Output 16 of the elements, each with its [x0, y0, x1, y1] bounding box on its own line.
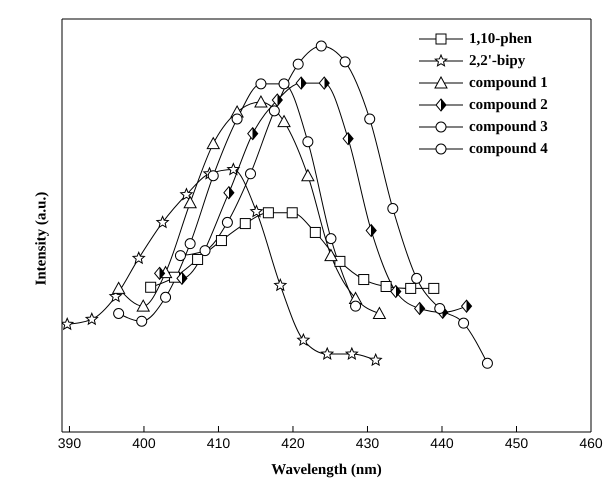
legend-label: compound 3: [469, 118, 548, 136]
y-axis-title: Intensity (a.u.): [33, 192, 50, 286]
x-tick-label: 460: [579, 434, 603, 451]
x-tick-label: 450: [504, 434, 528, 451]
legend-label: 2,2'-bipy: [469, 52, 526, 70]
x-tick-label: 390: [58, 434, 82, 451]
x-tick-label: 440: [430, 434, 454, 451]
legend-label: compound 2: [469, 96, 548, 114]
x-tick-label: 400: [132, 434, 156, 451]
legend-label: compound 4: [469, 140, 548, 158]
x-tick-label: 410: [206, 434, 230, 451]
legend-label: compound 1: [469, 74, 548, 92]
x-tick-label: 420: [281, 434, 305, 451]
x-axis-title: Wavelength (nm): [271, 462, 382, 478]
x-tick-label: 430: [356, 434, 380, 451]
legend-label: 1,10-phen: [469, 30, 532, 48]
